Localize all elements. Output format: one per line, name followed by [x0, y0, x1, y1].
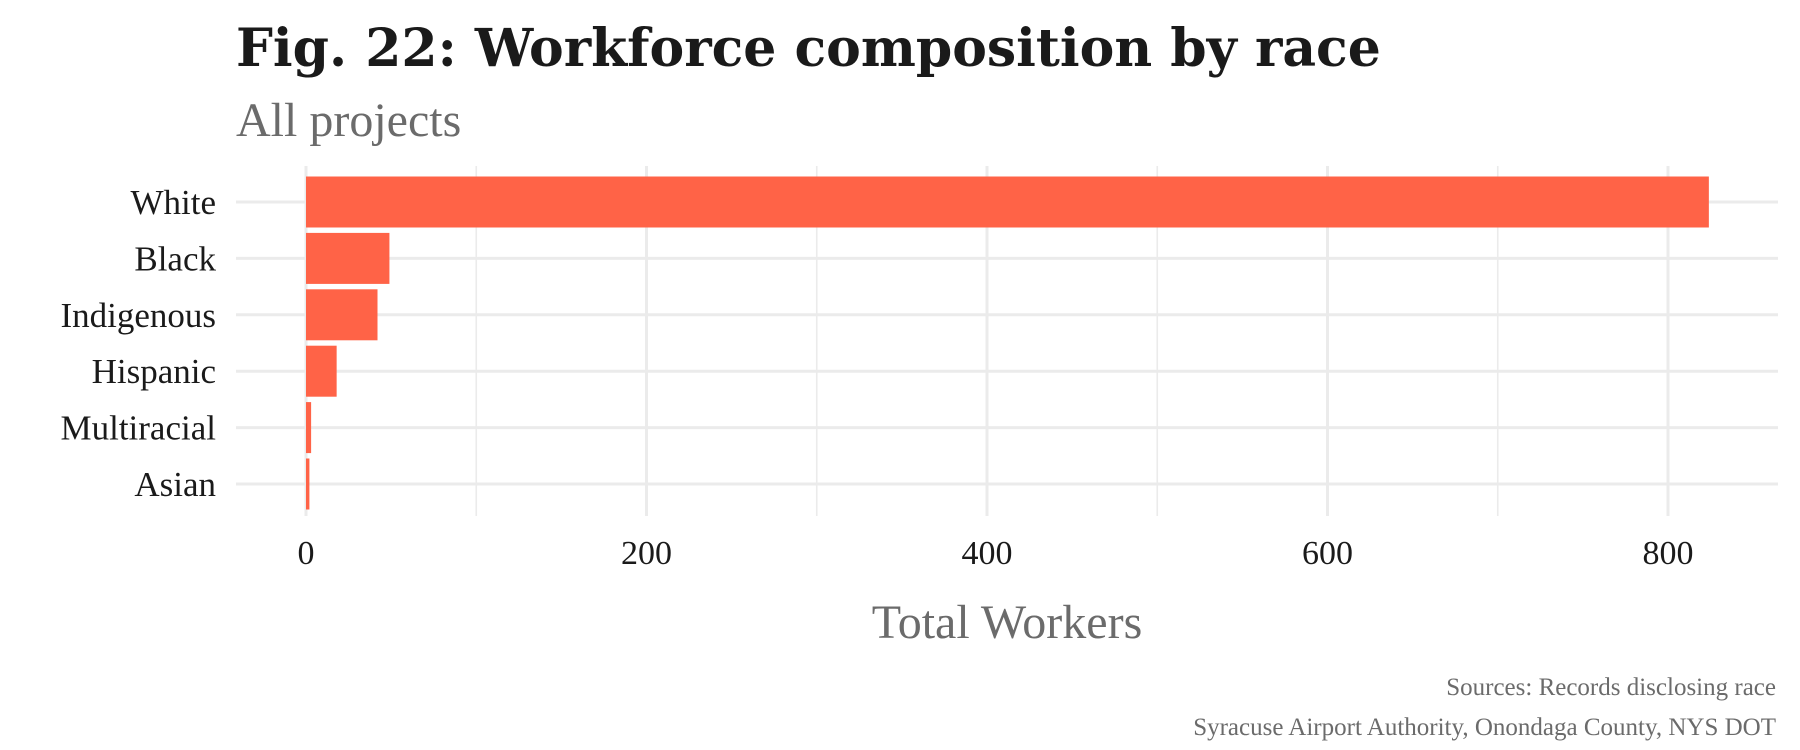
- caption-line-1: Sources: Records disclosing race: [1446, 674, 1776, 701]
- caption-line-2: Syracuse Airport Authority, Onondaga Cou…: [1193, 714, 1776, 741]
- y-axis-labels: White Black Indigenous Hispanic Multiracial A…: [60, 183, 216, 504]
- category-label: White: [130, 183, 216, 222]
- bar-indigenous: [306, 289, 378, 341]
- x-tick-label: 400: [962, 535, 1013, 572]
- category-label: Indigenous: [60, 296, 216, 335]
- category-label: Asian: [134, 465, 216, 504]
- x-tick-label: 200: [621, 535, 672, 572]
- bars: [306, 176, 1709, 510]
- category-label: Black: [134, 239, 216, 278]
- plot-area: [236, 166, 1778, 516]
- x-tick-label: 600: [1302, 535, 1353, 572]
- x-tick-label: 800: [1643, 535, 1694, 572]
- category-label: Hispanic: [92, 352, 216, 391]
- x-tick-label: 0: [298, 535, 315, 572]
- bar-asian: [306, 458, 310, 510]
- chart-title: Fig. 22: Workforce composition by race: [236, 18, 1381, 79]
- chart-subtitle: All projects: [236, 94, 461, 147]
- bar-white: [306, 176, 1709, 228]
- bar-hispanic: [306, 345, 337, 397]
- bar-multiracial: [306, 402, 312, 454]
- bar-black: [306, 232, 390, 284]
- category-label: Multiracial: [60, 409, 216, 448]
- x-axis-tick-labels: 0 200 400 600 800: [298, 535, 1694, 572]
- x-axis-title: Total Workers: [872, 596, 1143, 649]
